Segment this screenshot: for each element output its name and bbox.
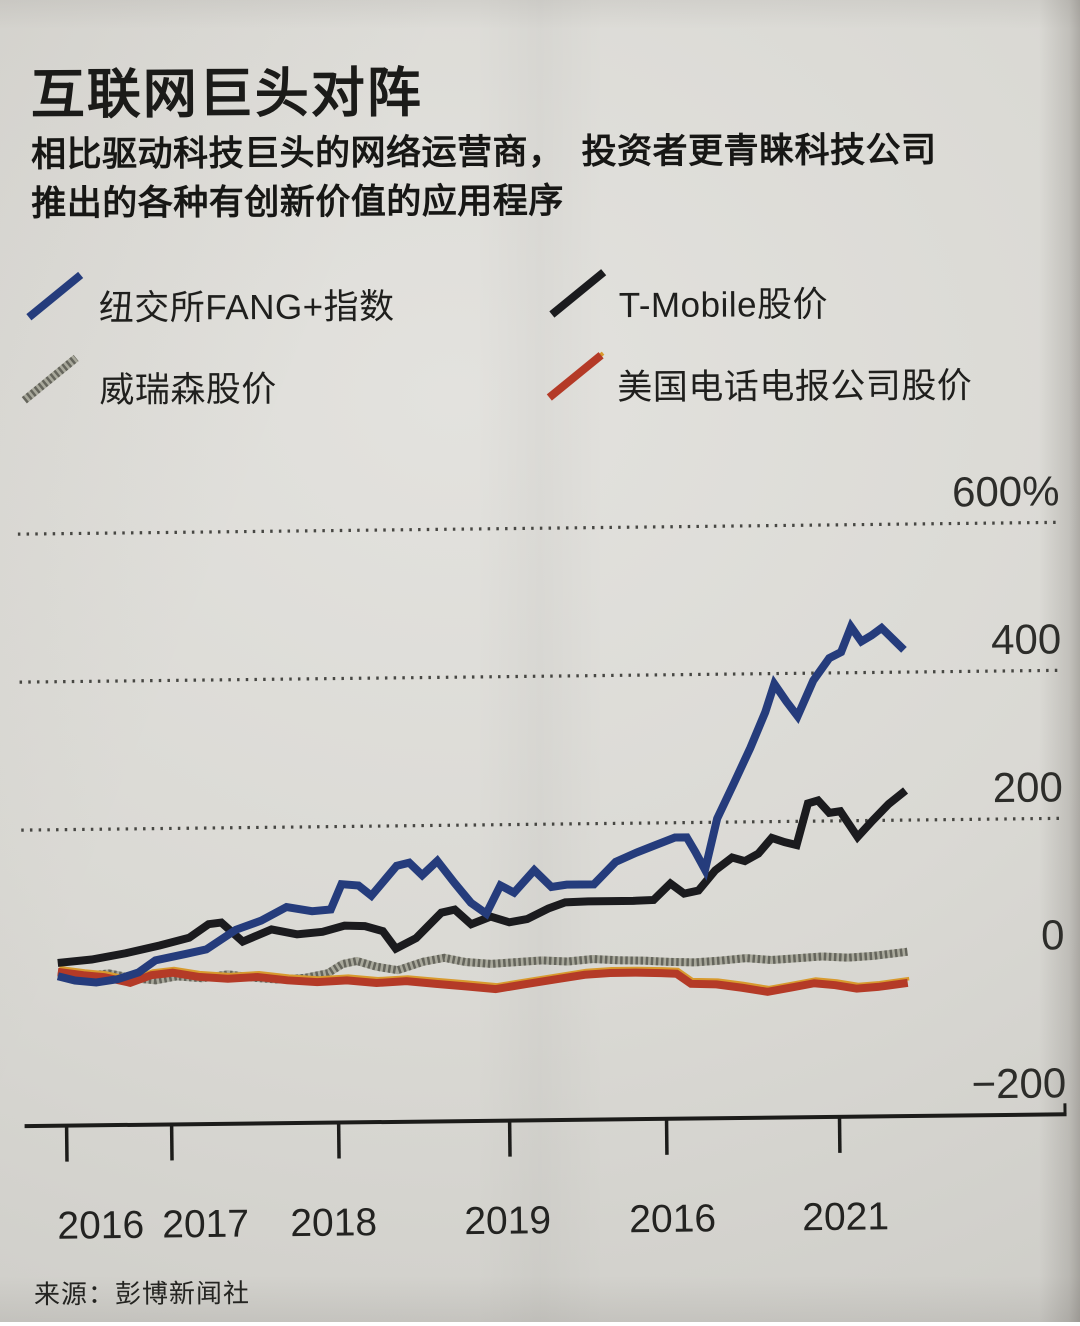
legend-label-att: 美国电话电报公司股价	[617, 357, 972, 410]
gridline-200	[21, 818, 1063, 830]
series-fang	[54, 626, 908, 983]
y-axis-labels: 600% 400 200 0 −200	[952, 467, 1067, 1107]
x-tick-label-2016: 2016	[57, 1204, 144, 1248]
y-tick-label-200: 200	[992, 763, 1063, 811]
fang-line-swatch-icon	[19, 268, 91, 324]
legend-label-verizon: 威瑞森股价	[99, 361, 277, 413]
x-tick-label-2021: 2021	[802, 1195, 889, 1239]
line-chart: 600% 400 200 0 −200 2016 2017 2018 2019 2016 2021	[0, 432, 1080, 1326]
x-tick-label-2018: 2018	[290, 1201, 377, 1245]
page-title: 互联网巨头对阵	[30, 45, 1030, 129]
series-tmobile	[56, 790, 907, 962]
att-line-swatch-icon	[539, 348, 611, 404]
x-axis-line	[25, 1114, 1067, 1126]
verizon-line-swatch-icon	[14, 351, 86, 407]
x-tick-label-2017: 2017	[162, 1203, 249, 1247]
x-tick-label-2019: 2019	[464, 1199, 551, 1243]
y-tick-label-600: 600%	[952, 467, 1060, 515]
source-credit: 来源：彭博新闻社	[34, 1273, 250, 1311]
tmobile-line-swatch-icon	[542, 265, 614, 321]
legend-label-fang: 纽交所FANG+指数	[99, 278, 395, 331]
x-axis-labels: 2016 2017 2018 2019 2016 2021	[57, 1195, 889, 1247]
chart-series	[54, 626, 909, 1000]
x-axis	[24, 1103, 1066, 1162]
series-att	[58, 962, 908, 1000]
y-tick-label-0: 0	[1041, 911, 1065, 958]
y-tick-label-400: 400	[991, 615, 1062, 663]
gridlines	[18, 522, 1063, 830]
gridline-600	[18, 522, 1060, 534]
chart-subtitle: 相比驱动科技巨头的网络运营商， 投资者更青睐科技公司 推出的各种有创新价值的应用…	[31, 125, 1053, 228]
y-tick-label--200: −200	[971, 1059, 1066, 1107]
x-tick-label-2016: 2016	[629, 1197, 716, 1241]
gridline-400	[20, 670, 1062, 682]
legend-label-tmobile: T-Mobile股价	[619, 276, 828, 328]
